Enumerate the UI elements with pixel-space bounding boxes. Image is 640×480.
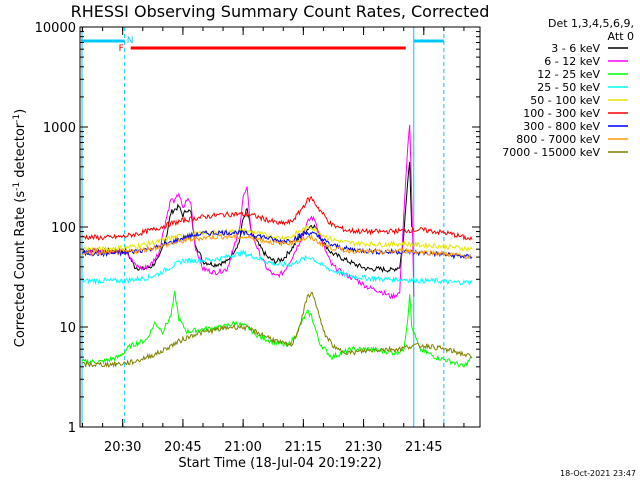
x-tick-label: 21:15 [285, 440, 322, 455]
y-axis-label-tail: detector [13, 122, 28, 182]
axes-layer: 1 10 100 1000 10000 20:30 20:45 21:00 21:15 21:30… [35, 21, 481, 455]
series-layer [82, 124, 473, 368]
y-tick-label: 10000 [35, 21, 76, 36]
x-axis-label: Start Time (18-Jul-04 20:19:22) [178, 456, 381, 471]
flag-f-label: F [119, 44, 124, 54]
legend-header-attenuator: Att 0 [608, 30, 634, 43]
series-line-2 [82, 290, 473, 368]
series-line-7 [82, 233, 473, 260]
series-line-0 [82, 161, 413, 273]
x-tick-label: 20:30 [104, 440, 141, 455]
legend-label-8: 7000 - 15000 keV [502, 146, 600, 159]
y-axis-label-sup: -1 [12, 182, 22, 191]
legend-label-0: 3 - 6 keV [551, 42, 600, 55]
y-tick-label: 1 [68, 421, 76, 436]
legend-label-6: 300 - 800 keV [523, 120, 600, 133]
legend-label-7: 800 - 7000 keV [516, 133, 600, 146]
chart-title: RHESSI Observing Summary Count Rates, Co… [71, 2, 490, 21]
y-axis-label: Corrected Count Rate (s-1 detector-1) [12, 109, 28, 347]
series-line-4 [82, 225, 473, 253]
y-tick-label: 10 [59, 321, 76, 336]
series-line-5 [82, 195, 473, 241]
plot-frame [79, 26, 481, 428]
series-line-3 [82, 248, 473, 286]
series-line-1 [82, 124, 415, 300]
y-axis-label-main: Corrected Count Rate (s [13, 191, 28, 348]
x-tick-label: 21:30 [345, 440, 382, 455]
flag-n-label: N [127, 36, 134, 46]
legend-label-2: 12 - 25 keV [537, 68, 600, 81]
generated-timestamp: 18-Oct-2021 23:47 [560, 469, 636, 478]
legend-label-4: 50 - 100 keV [530, 94, 600, 107]
x-tick-label: 21:00 [224, 440, 261, 455]
flags-layer: NF [81, 27, 445, 427]
x-tick-label: 20:45 [164, 440, 201, 455]
legend-label-1: 6 - 12 keV [544, 55, 600, 68]
y-axis-label-sup2: -1 [12, 114, 22, 123]
legend-label-5: 100 - 300 keV [523, 107, 600, 120]
y-tick-label: 100 [51, 221, 76, 236]
y-tick-label: 1000 [43, 121, 76, 136]
series-line-8 [82, 292, 473, 368]
y-axis-label-end: ) [13, 109, 28, 114]
legend-header-detectors: Det 1,3,4,5,6,9, [548, 17, 634, 30]
x-tick-label: 21:45 [405, 440, 442, 455]
legend-label-3: 25 - 50 keV [537, 81, 600, 94]
